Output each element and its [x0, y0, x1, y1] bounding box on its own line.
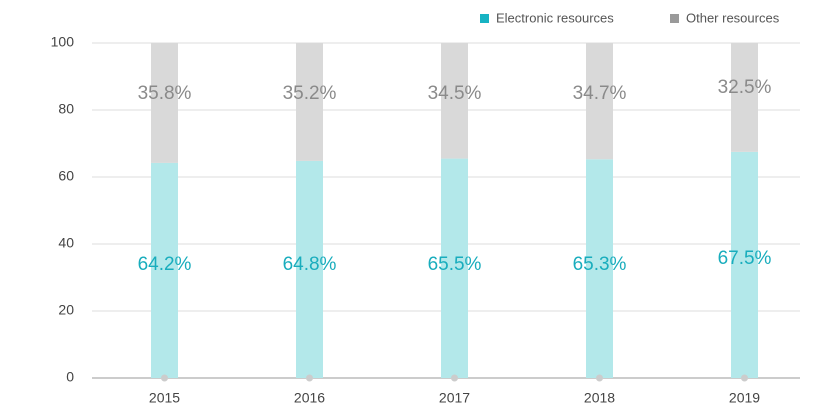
- y-tick-label: 20: [58, 302, 74, 318]
- value-label: 35.8%: [138, 83, 192, 104]
- y-tick-label: 60: [58, 168, 74, 184]
- bar-segment: [731, 151, 758, 378]
- x-tick-label: 2016: [294, 390, 325, 406]
- base-dot: [161, 374, 168, 382]
- x-tick-label: 2015: [149, 390, 180, 406]
- x-tick-label: 2018: [584, 390, 615, 406]
- legend-swatch: [670, 14, 679, 23]
- base-dot: [306, 374, 313, 382]
- bar-segment: [731, 43, 758, 152]
- base-dot: [451, 374, 458, 382]
- value-label: 64.2%: [138, 254, 192, 275]
- bar-segment: [441, 158, 468, 378]
- bar-segment: [296, 160, 323, 378]
- y-tick-label: 0: [66, 369, 74, 385]
- x-tick-label: 2017: [439, 390, 470, 406]
- value-label: 34.5%: [428, 83, 482, 104]
- base-dot: [741, 374, 748, 382]
- value-label: 65.5%: [428, 254, 482, 275]
- bar-segment: [151, 43, 178, 163]
- value-label: 65.3%: [573, 254, 627, 275]
- bar-segment: [296, 43, 323, 161]
- bar-segment: [441, 43, 468, 159]
- y-tick-label: 100: [51, 34, 75, 50]
- bar-segment: [586, 43, 613, 160]
- x-tick-label: 2019: [729, 390, 760, 406]
- value-label: 64.8%: [283, 254, 337, 275]
- base-dot: [596, 374, 603, 382]
- y-tick-label: 40: [58, 235, 74, 251]
- legend-swatch: [480, 14, 489, 23]
- value-label: 34.7%: [573, 83, 627, 104]
- value-label: 35.2%: [283, 83, 337, 104]
- bar-segment: [586, 159, 613, 378]
- y-tick-label: 80: [58, 101, 74, 117]
- value-label: 67.5%: [718, 248, 772, 269]
- legend-label: Other resources: [686, 10, 780, 25]
- value-label: 32.5%: [718, 77, 772, 98]
- bar-segment: [151, 162, 178, 378]
- legend-label: Electronic resources: [496, 10, 614, 25]
